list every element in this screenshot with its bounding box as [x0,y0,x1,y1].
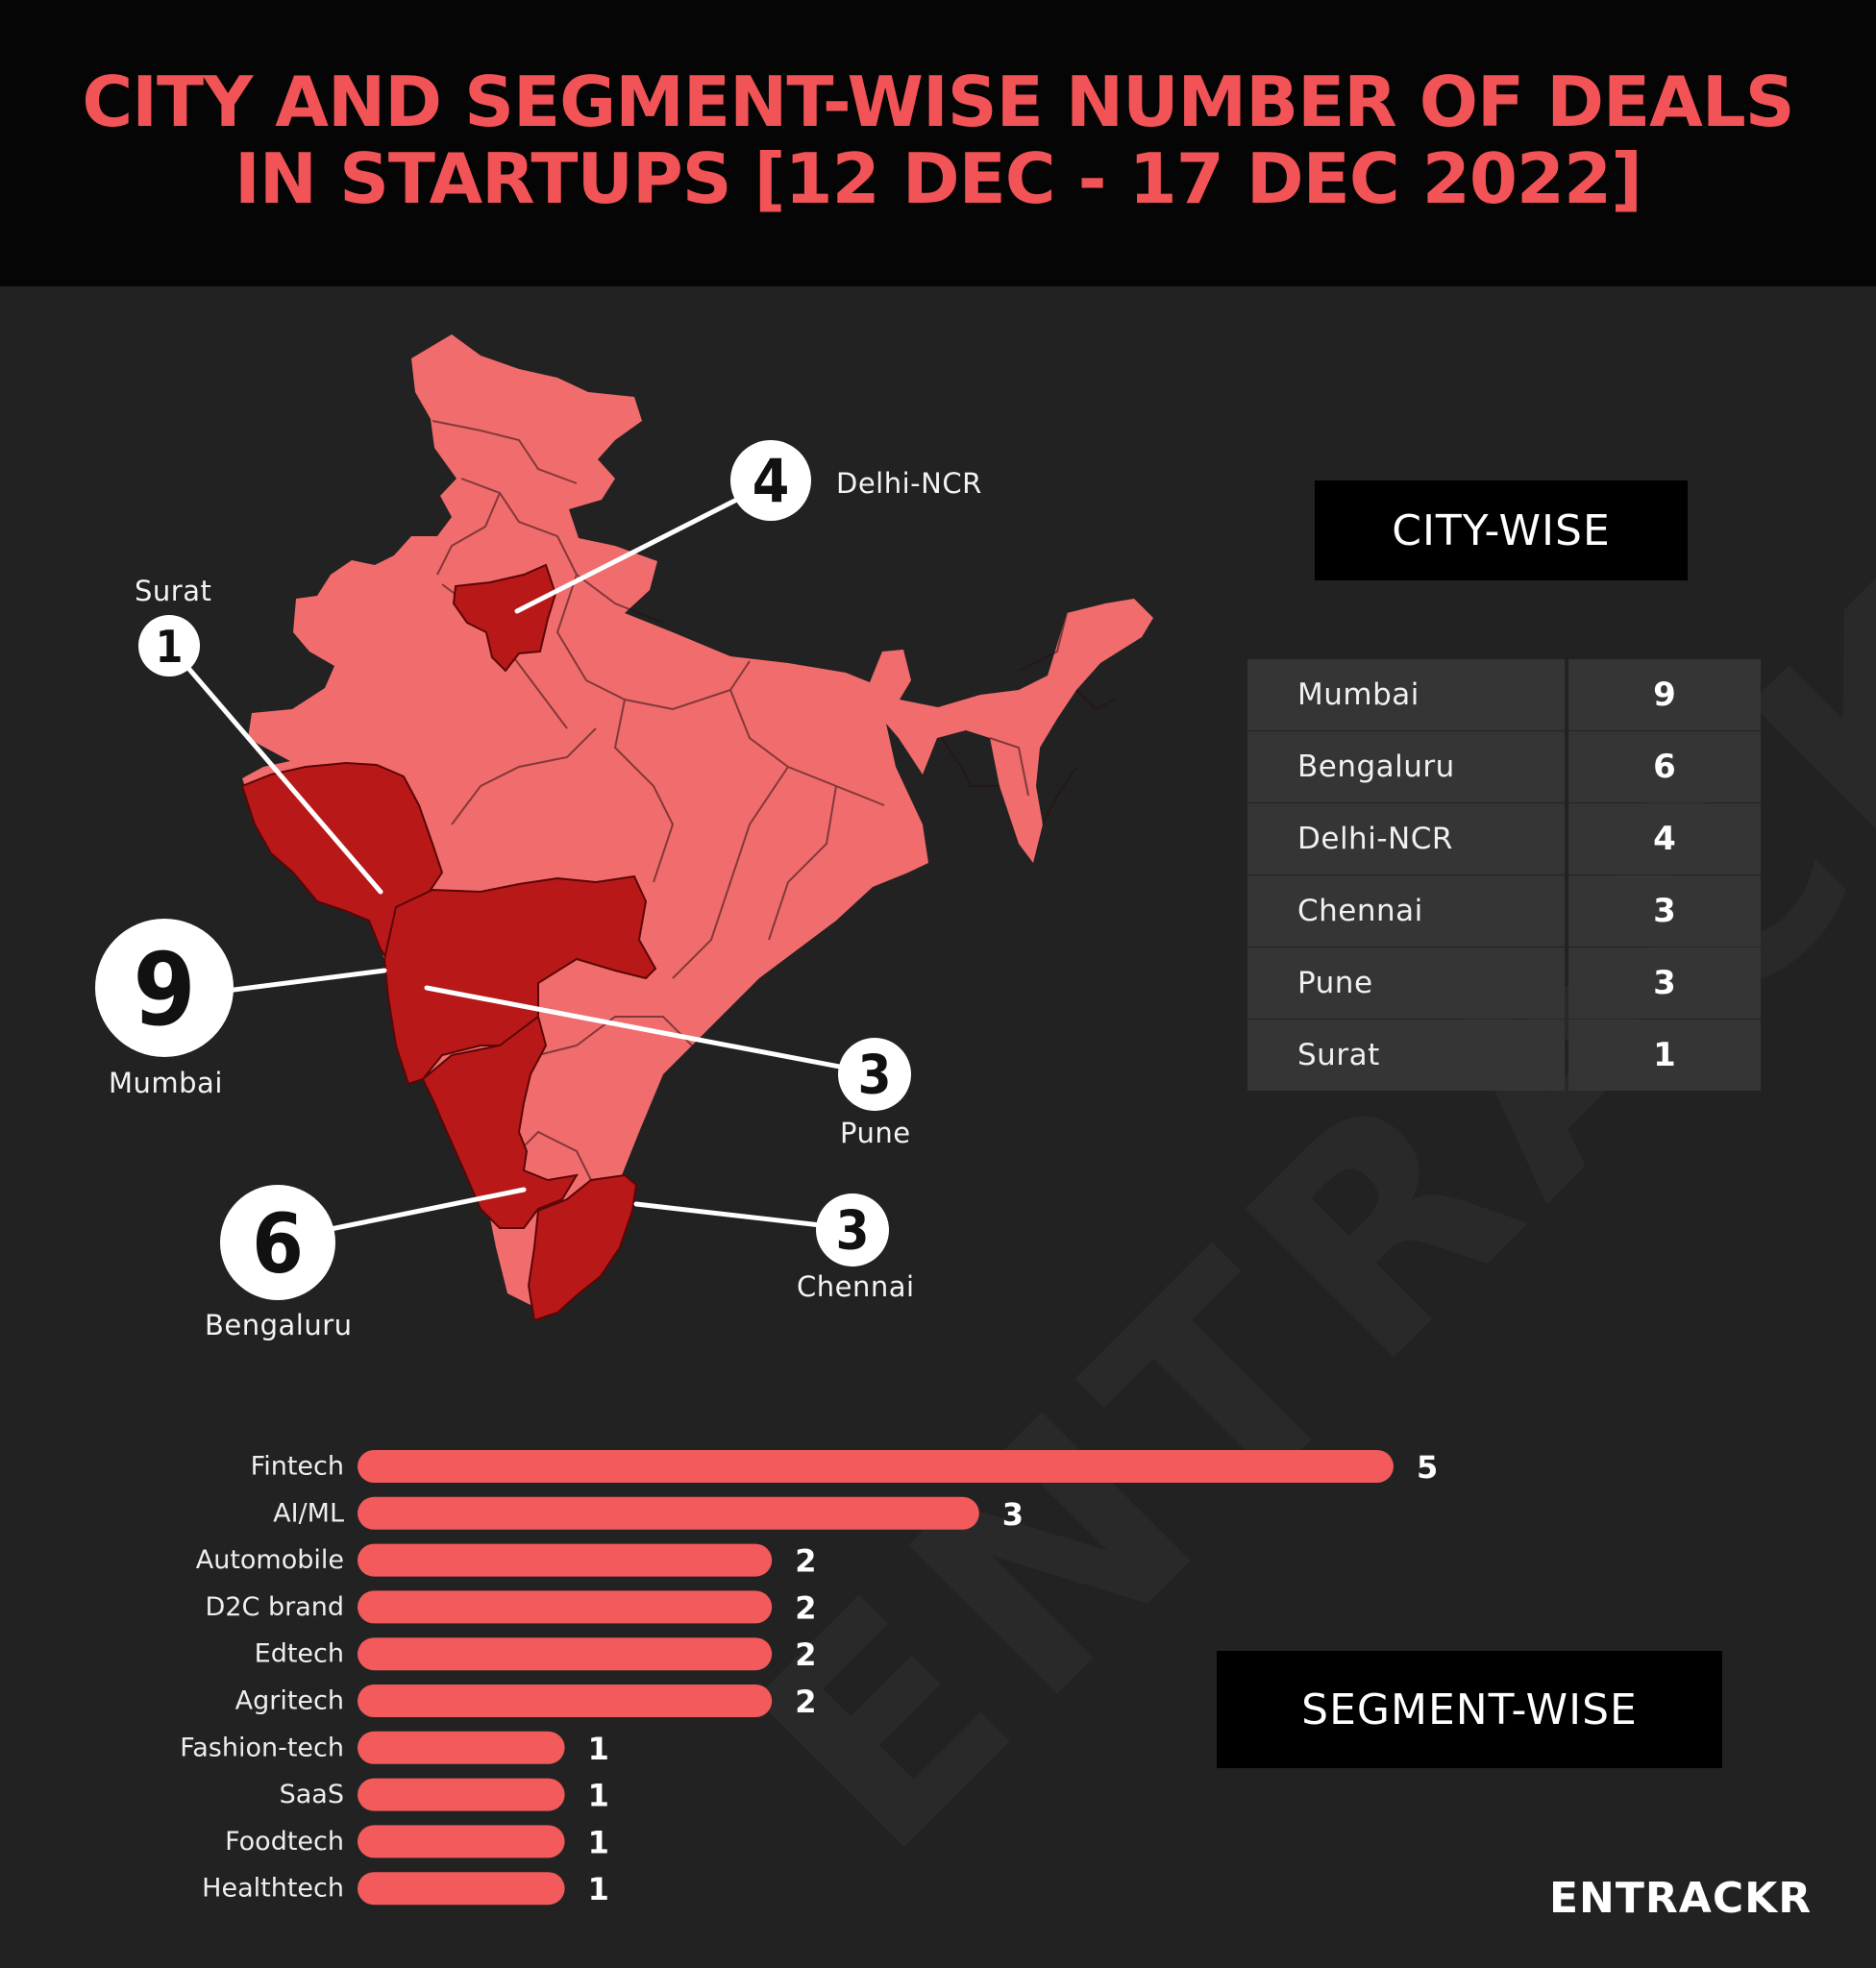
city-name-cell: Chennai [1247,875,1565,947]
segment-value-automobile: 2 [795,1543,816,1580]
segment-label-fintech: Fintech [251,1452,344,1482]
segment-value-healthtech: 1 [588,1871,609,1907]
segment-bar-foodtech [358,1825,565,1858]
highlighted-regions [240,563,657,1322]
bubble-value-bengaluru: 6 [252,1196,304,1292]
connector-pune [424,985,873,1075]
segment-bar-agritech [358,1685,773,1717]
bubble-pune: 3 [838,1038,911,1111]
segment-label-saas: SaaS [280,1780,344,1809]
region-karnataka [421,1015,579,1229]
segment-label-fashion-tech: Fashion-tech [180,1733,344,1762]
segment-label-foodtech: Foodtech [225,1827,344,1857]
city-name-cell: Delhi-NCR [1247,803,1565,874]
segment-label-d2c-brand: D2C brand [206,1592,344,1622]
city-name-cell: Pune [1247,947,1565,1019]
bubble-label-chennai: Chennai [797,1270,915,1303]
city-value-cell: 1 [1568,1020,1761,1091]
bubble-label-surat: Surat [135,575,212,607]
region-tamil-nadu [527,1173,638,1322]
segment-bar-d2c-brand [358,1590,773,1624]
segment-bar-chart: Fintech 5 AI/ML 3 Automobile 2 D2C brand 2 Edtec… [180,1449,1438,1907]
region-delhi-ncr [452,563,557,673]
bubble-surat: 1 [138,615,200,676]
segment-value-edtech: 2 [795,1636,816,1673]
segment-label-edtech: Edtech [255,1639,344,1669]
table-row: Bengaluru 6 [1247,731,1761,802]
bubble-value-mumbai: 9 [133,931,195,1048]
bubble-value-chennai: 3 [835,1200,869,1263]
table-row: Surat 1 [1247,1020,1761,1091]
bubble-bengaluru: 6 [220,1185,335,1300]
segment-label-ai-ml: AI/ML [273,1498,344,1528]
page-title: CITY AND SEGMENT-WISE NUMBER OF DEALS IN… [58,63,1818,217]
city-value-cell: 4 [1568,803,1761,874]
segment-label-agritech: Agritech [235,1686,344,1716]
segment-value-agritech: 2 [795,1684,816,1720]
segment-value-d2c-brand: 2 [795,1589,816,1626]
india-map: 4 1 9 3 6 3 [95,334,1153,1322]
city-value-cell: 6 [1568,731,1761,802]
bubble-label-pune: Pune [840,1117,911,1149]
bubble-chennai: 3 [816,1193,889,1267]
segment-bar-automobile [358,1543,773,1577]
segment-wise-label: SEGMENT-WISE [1217,1651,1722,1768]
region-maharashtra [383,874,657,1086]
segment-label-automobile: Automobile [196,1545,344,1575]
table-row: Pune 3 [1247,947,1761,1019]
table-row: Mumbai 9 [1247,659,1761,730]
connector-lines [166,480,873,1241]
city-name-cell: Bengaluru [1247,731,1565,802]
city-wise-table: Mumbai 9 Bengaluru 6 Delhi-NCR 4 Chennai… [1247,659,1761,1092]
city-bubbles: 4 1 9 3 6 3 [95,440,911,1300]
bubble-label-bengaluru: Bengaluru [205,1309,353,1341]
bubble-value-delhi-ncr: 4 [753,447,790,517]
segment-bar-saas [358,1778,565,1811]
main-content: ENTRACKR [0,286,1876,1968]
segment-bar-edtech [358,1637,773,1671]
segment-label-healthtech: Healthtech [202,1874,344,1904]
city-value-cell: 3 [1568,947,1761,1019]
connector-surat [166,643,383,895]
city-name-cell: Surat [1247,1020,1565,1091]
title-line-2: IN STARTUPS [12 DEC - 17 DEC 2022] [234,138,1642,219]
segment-bar-healthtech [358,1872,565,1906]
segment-value-saas: 1 [588,1778,609,1814]
connector-mumbai [209,968,387,996]
city-name-cell: Mumbai [1247,659,1565,730]
segment-bar-ai-ml [358,1496,979,1530]
bubble-delhi-ncr: 4 [730,440,811,521]
connector-chennai [633,1201,849,1231]
segment-value-ai-ml: 3 [1002,1496,1024,1533]
segment-value-foodtech: 1 [588,1824,609,1860]
city-wise-label: CITY-WISE [1315,480,1688,580]
bubble-mumbai: 9 [95,919,234,1057]
bubble-value-surat: 1 [156,621,184,673]
segment-value-fintech: 5 [1417,1449,1438,1486]
segment-value-fashion-tech: 1 [588,1731,609,1767]
header-banner: CITY AND SEGMENT-WISE NUMBER OF DEALS IN… [0,0,1876,286]
title-line-1: CITY AND SEGMENT-WISE NUMBER OF DEALS [82,62,1794,142]
bubble-value-pune: 3 [857,1045,891,1107]
brand-logo: ENTRACKR [1549,1874,1813,1923]
bubble-label-delhi-ncr: Delhi-NCR [836,467,982,500]
table-row: Delhi-NCR 4 [1247,803,1761,874]
connector-delhi-ncr [514,480,772,614]
segment-bar-fashion-tech [358,1731,565,1764]
table-row: Chennai 3 [1247,875,1761,947]
bubble-label-mumbai: Mumbai [109,1067,223,1099]
city-value-cell: 3 [1568,875,1761,947]
segment-bar-fintech [358,1450,1394,1483]
city-value-cell: 9 [1568,659,1761,730]
